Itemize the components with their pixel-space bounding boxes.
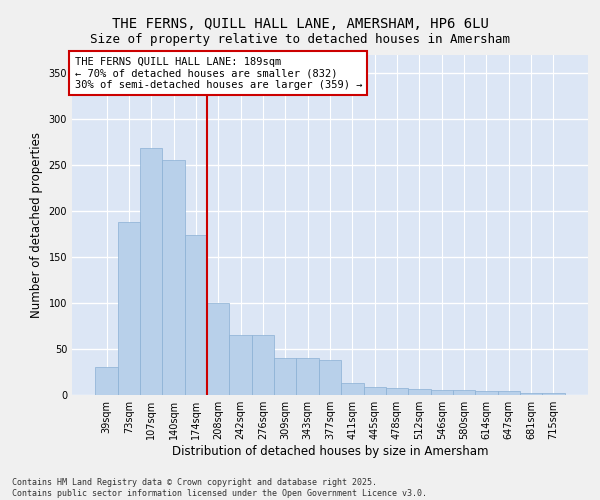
Text: Size of property relative to detached houses in Amersham: Size of property relative to detached ho… [90, 32, 510, 46]
Bar [386, 388, 408, 395]
Text: THE FERNS QUILL HALL LANE: 189sqm
← 70% of detached houses are smaller (832)
30%: THE FERNS QUILL HALL LANE: 189sqm ← 70% … [74, 56, 362, 90]
Bar [185, 235, 207, 395]
Bar [252, 336, 274, 395]
Text: Contains HM Land Registry data © Crown copyright and database right 2025.
Contai: Contains HM Land Registry data © Crown c… [12, 478, 427, 498]
X-axis label: Distribution of detached houses by size in Amersham: Distribution of detached houses by size … [172, 445, 488, 458]
Bar [364, 386, 386, 395]
Bar [431, 390, 453, 395]
Bar [229, 336, 252, 395]
Bar [163, 160, 185, 395]
Bar [207, 303, 229, 395]
Bar [408, 388, 431, 395]
Bar [95, 368, 118, 395]
Bar [140, 148, 163, 395]
Text: THE FERNS, QUILL HALL LANE, AMERSHAM, HP6 6LU: THE FERNS, QUILL HALL LANE, AMERSHAM, HP… [112, 18, 488, 32]
Bar [319, 360, 341, 395]
Bar [274, 358, 296, 395]
Bar [341, 383, 364, 395]
Y-axis label: Number of detached properties: Number of detached properties [30, 132, 43, 318]
Bar [520, 393, 542, 395]
Bar [118, 222, 140, 395]
Bar [475, 392, 497, 395]
Bar [542, 393, 565, 395]
Bar [453, 390, 475, 395]
Bar [296, 358, 319, 395]
Bar [497, 392, 520, 395]
